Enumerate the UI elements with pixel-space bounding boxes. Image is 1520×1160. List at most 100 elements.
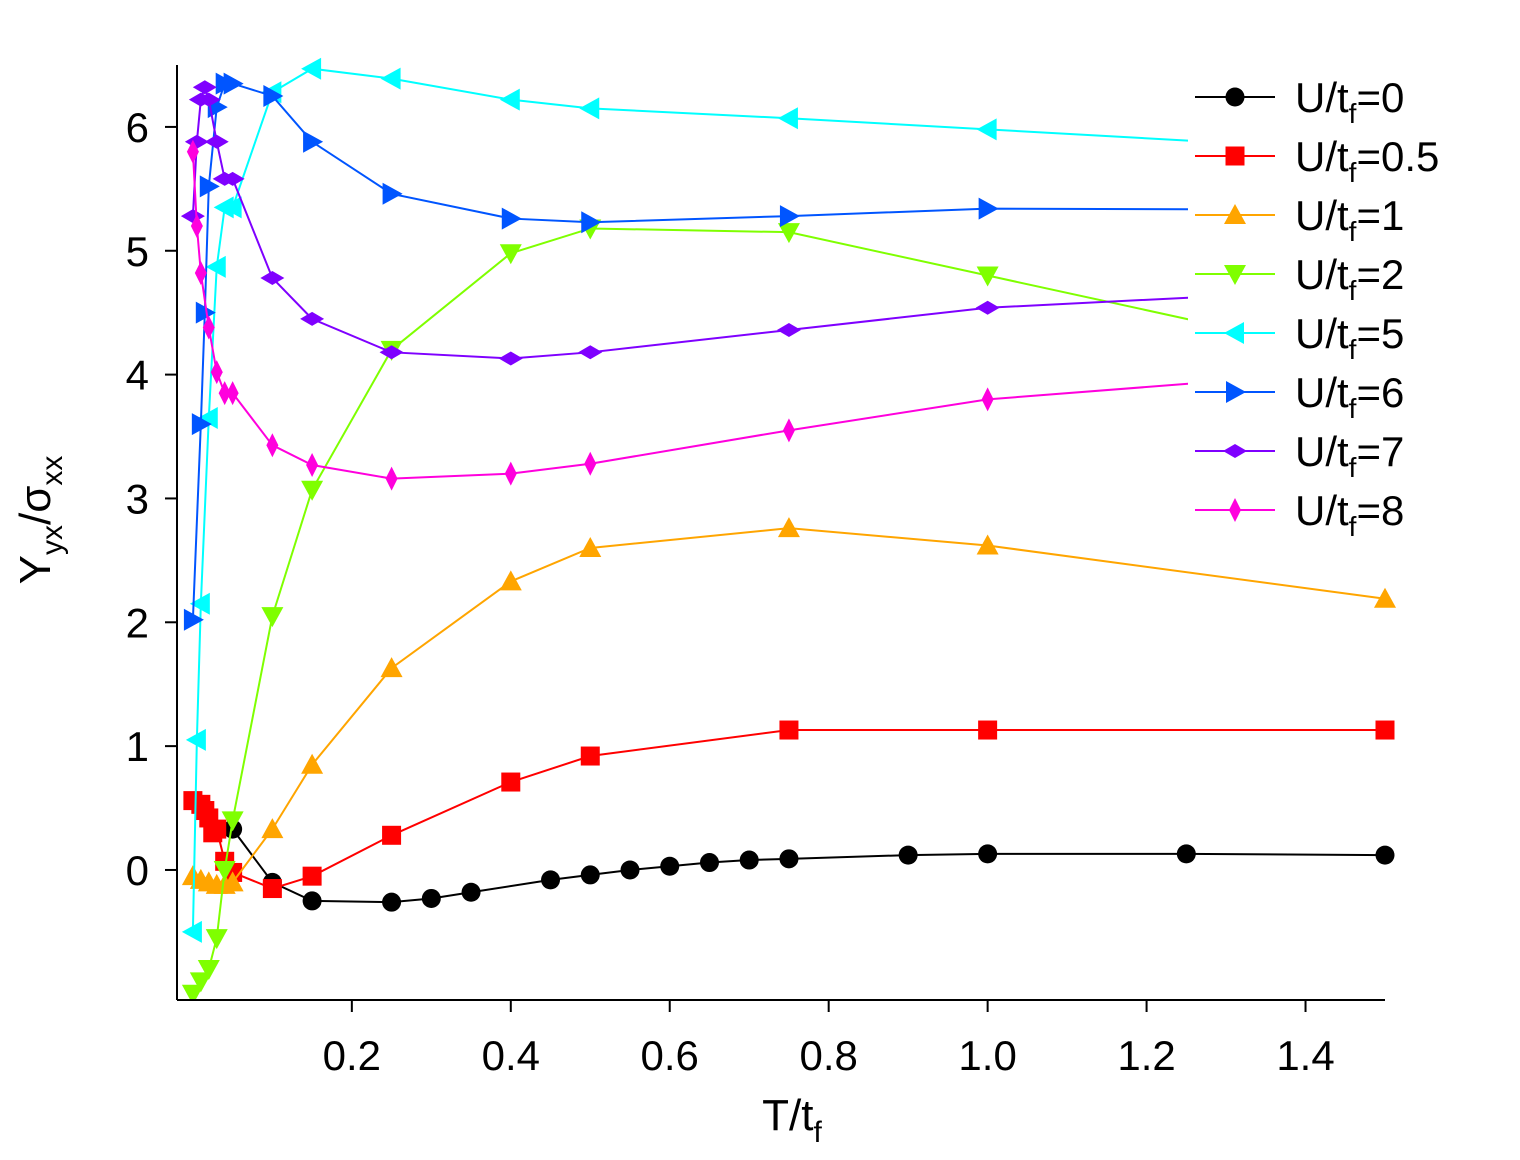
data-point (1374, 587, 1396, 608)
data-point (382, 892, 402, 912)
legend-label: U/tf=0 (1295, 74, 1404, 129)
data-point (499, 244, 522, 265)
series-6 (180, 80, 1397, 366)
data-point (221, 811, 244, 832)
series-line (192, 527, 1386, 886)
data-point (777, 223, 800, 244)
legend-label: U/tf=5 (1295, 310, 1404, 365)
data-point (978, 844, 998, 864)
data-point (210, 360, 223, 385)
data-point (189, 972, 212, 993)
data-point (498, 351, 523, 366)
y-tick-label: 2 (126, 599, 149, 646)
data-point (976, 534, 999, 555)
data-point (978, 720, 998, 740)
data-point (620, 860, 640, 880)
legend-label-sub: f (1349, 334, 1357, 365)
legend-marker (1224, 322, 1244, 344)
data-point (501, 772, 521, 792)
data-point (380, 67, 401, 90)
legend-label-sub: f (1349, 275, 1357, 306)
data-point (779, 205, 800, 228)
data-point (185, 728, 206, 751)
data-point (777, 107, 798, 130)
series-line (231, 828, 1386, 904)
legend: U/tf=0U/tf=0.5U/tf=1U/tf=2U/tf=5U/tf=6U/… (1188, 70, 1488, 542)
legend-entry: U/tf=5 (1195, 310, 1404, 365)
data-point (978, 197, 999, 220)
data-point (501, 207, 522, 230)
data-point (223, 72, 244, 95)
x-tick-label: 1.2 (1117, 1032, 1175, 1079)
data-point (181, 984, 204, 1000)
y-axis-title: Yyx/σxx (11, 456, 69, 585)
legend-label: U/tf=0.5 (1295, 133, 1439, 188)
data-point (776, 323, 801, 338)
x-ticks: 0.2 0.4 0.6 0.8 1.0 1.2 1.4 (323, 1000, 1335, 1079)
data-point (196, 92, 221, 107)
data-point (578, 345, 603, 360)
legend-entry: U/tf=8 (1195, 487, 1404, 542)
data-point (300, 311, 325, 326)
data-point (699, 853, 719, 873)
y-axis-title-mid: /σ (11, 486, 60, 525)
legend-label-main: U/t (1295, 133, 1349, 180)
legend-label-value: =7 (1356, 428, 1404, 475)
x-tick-label: 0.2 (323, 1032, 381, 1079)
legend-label-value: =0.5 (1356, 133, 1439, 180)
y-tick-label: 3 (126, 475, 149, 522)
data-point (1176, 844, 1196, 864)
legend-label-sub: f (1349, 157, 1357, 188)
legend-entry: U/tf=0 (1195, 74, 1404, 129)
data-point (499, 88, 520, 111)
legend-label-sub: f (1349, 98, 1357, 129)
data-point (186, 139, 199, 164)
y-tick-label: 4 (126, 352, 149, 399)
data-point (197, 406, 218, 429)
legend-label: U/tf=7 (1295, 428, 1404, 483)
legend-entry: U/tf=0.5 (1195, 133, 1439, 188)
data-point (579, 536, 602, 557)
data-point (782, 418, 795, 443)
data-point (205, 929, 228, 950)
data-point (260, 271, 285, 286)
data-point (976, 266, 999, 287)
data-point (192, 80, 217, 95)
series-line (191, 84, 1386, 360)
data-point (180, 209, 205, 224)
data-point (191, 413, 212, 436)
data-point (197, 960, 220, 981)
data-point (777, 517, 800, 538)
data-point (382, 825, 402, 845)
legend-label: U/tf=2 (1295, 251, 1404, 306)
data-point (584, 451, 597, 476)
legend-label-value: =8 (1356, 487, 1404, 534)
x-tick-label: 0.4 (482, 1032, 540, 1079)
legend-label-main: U/t (1295, 74, 1349, 121)
legend-label-main: U/t (1295, 428, 1349, 475)
legend-entry: U/tf=7 (1195, 428, 1404, 483)
data-point (262, 879, 282, 899)
data-point (213, 860, 236, 881)
data-point (199, 175, 220, 198)
data-point (205, 255, 226, 278)
data-point (581, 211, 602, 234)
data-point (461, 882, 481, 902)
series-1 (183, 720, 1395, 899)
data-point (580, 865, 600, 885)
y-tick-label: 6 (126, 104, 149, 151)
data-point (218, 381, 231, 406)
data-point (499, 570, 522, 591)
plot-area (180, 57, 1397, 1000)
legend-label-main: U/t (1295, 369, 1349, 416)
y-ticks: 0 1 2 3 4 5 6 (126, 104, 177, 894)
data-point (301, 57, 322, 80)
data-point (226, 381, 239, 406)
legend-label: U/tf=6 (1295, 369, 1404, 424)
x-axis-title: T/tf (762, 1091, 822, 1149)
y-axis-title-sub1: yx (36, 525, 69, 555)
data-point (301, 480, 324, 501)
legend-marker (1224, 204, 1246, 224)
legend-marker (1226, 381, 1246, 403)
x-tick-label: 1.4 (1276, 1032, 1334, 1079)
